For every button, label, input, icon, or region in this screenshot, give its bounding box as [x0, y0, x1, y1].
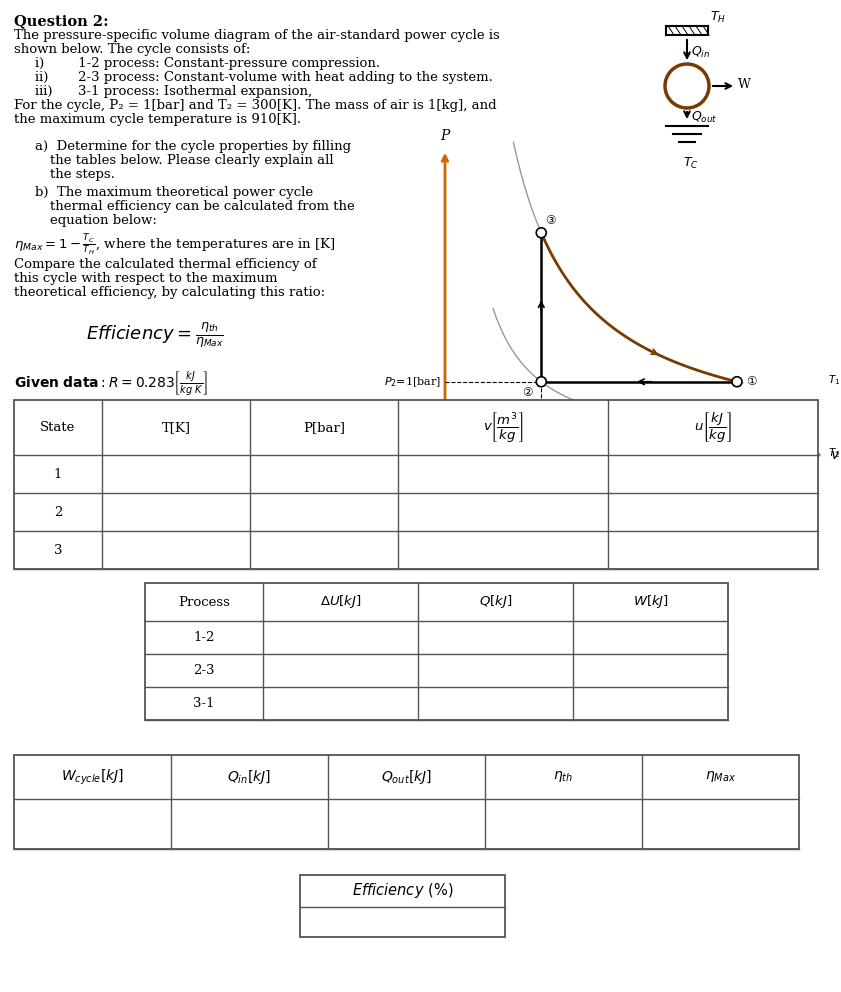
Text: $\eta_{Max} = 1 - \frac{T_C}{T_H}$, where the temperatures are in [K]: $\eta_{Max} = 1 - \frac{T_C}{T_H}$, wher… [14, 233, 336, 258]
Text: State: State [40, 421, 76, 434]
Text: $T_2$=300[K]: $T_2$=300[K] [828, 446, 841, 460]
Text: ②: ② [521, 386, 532, 399]
Text: $Q_{in}$: $Q_{in}$ [691, 45, 710, 60]
Text: $\eta_{Max}$: $\eta_{Max}$ [705, 770, 736, 785]
Text: T[K]: T[K] [161, 421, 191, 434]
Text: 1: 1 [54, 467, 62, 480]
Text: ii)       2-3 process: Constant-volume with heat adding to the system.: ii) 2-3 process: Constant-volume with he… [35, 71, 493, 84]
Text: $W_{cycle}[kJ]$: $W_{cycle}[kJ]$ [61, 768, 124, 787]
Text: $T_H$: $T_H$ [710, 10, 726, 25]
Text: $\mathit{Efficiency} = \frac{\eta_{th}}{\eta_{Max}}$: $\mathit{Efficiency} = \frac{\eta_{th}}{… [86, 320, 224, 349]
Text: iii)      3-1 process: Isothermal expansion,: iii) 3-1 process: Isothermal expansion, [35, 85, 312, 98]
Text: $P_2$=1[bar]: $P_2$=1[bar] [383, 375, 441, 389]
Text: Compare the calculated thermal efficiency of: Compare the calculated thermal efficienc… [14, 258, 316, 271]
Text: this cycle with respect to the maximum: this cycle with respect to the maximum [14, 272, 278, 285]
Text: $Q_{out}[kJ]$: $Q_{out}[kJ]$ [381, 768, 432, 786]
Text: P: P [441, 129, 450, 143]
Text: 2: 2 [54, 506, 62, 519]
Text: ①: ① [746, 375, 757, 388]
Text: the tables below. Please clearly explain all: the tables below. Please clearly explain… [50, 154, 334, 167]
Text: $\mathbf{Given\ data}$$: R = 0.283\left[\frac{kJ}{kg\ K}\right]$: $\mathbf{Given\ data}$$: R = 0.283\left[… [14, 370, 209, 398]
Text: 3: 3 [54, 544, 62, 557]
Text: ③: ③ [545, 214, 556, 227]
Text: equation below:: equation below: [50, 214, 157, 227]
Text: i)        1-2 process: Constant-pressure compression.: i) 1-2 process: Constant-pressure compre… [35, 57, 380, 70]
Text: the steps.: the steps. [50, 168, 115, 181]
Text: 2-3: 2-3 [193, 664, 214, 677]
Text: thermal efficiency can be calculated from the: thermal efficiency can be calculated fro… [50, 200, 355, 213]
Text: For the cycle, P₂ = 1[bar] and T₂ = 300[K]. The mass of air is 1[kg], and: For the cycle, P₂ = 1[bar] and T₂ = 300[… [14, 99, 497, 112]
Text: $\eta_{th}$: $\eta_{th}$ [553, 770, 574, 785]
Text: The pressure-specific volume diagram of the air-standard power cycle is: The pressure-specific volume diagram of … [14, 29, 500, 42]
Text: P[bar]: P[bar] [303, 421, 345, 434]
Text: shown below. The cycle consists of:: shown below. The cycle consists of: [14, 43, 251, 56]
Text: 1-2: 1-2 [193, 631, 214, 644]
Text: 3-1: 3-1 [193, 697, 214, 710]
Text: v: v [830, 448, 838, 462]
Text: Question 2:: Question 2: [14, 14, 108, 28]
Text: $Q[kJ]$: $Q[kJ]$ [479, 593, 512, 610]
Bar [14, 755, 799, 849]
Bar [145, 583, 728, 720]
Text: $T_C$: $T_C$ [683, 156, 699, 171]
Text: $v_2$: $v_2$ [535, 467, 548, 480]
Text: theoretical efficiency, by calculating this ratio:: theoretical efficiency, by calculating t… [14, 286, 325, 299]
Circle shape [537, 228, 547, 238]
Text: $Q_{out}$: $Q_{out}$ [691, 109, 717, 125]
Text: $\Delta U[kJ]$: $\Delta U[kJ]$ [320, 593, 362, 610]
Text: $W[kJ]$: $W[kJ]$ [632, 593, 669, 610]
Text: $u\left[\dfrac{kJ}{kg}\right]$: $u\left[\dfrac{kJ}{kg}\right]$ [694, 411, 732, 444]
Circle shape [732, 377, 742, 387]
Text: $\mathit{Efficiency}\ (\%)$: $\mathit{Efficiency}\ (\%)$ [352, 882, 453, 901]
Text: the maximum cycle temperature is 910[K].: the maximum cycle temperature is 910[K]. [14, 113, 301, 126]
Bar [14, 400, 818, 569]
Text: $v\left[\dfrac{m^3}{kg}\right]$: $v\left[\dfrac{m^3}{kg}\right]$ [483, 411, 523, 444]
Text: $Q_{in}[kJ]$: $Q_{in}[kJ]$ [227, 768, 272, 786]
Text: W: W [738, 77, 751, 90]
Text: Process: Process [178, 595, 230, 608]
Circle shape [665, 64, 709, 108]
Text: b)  The maximum theoretical power cycle: b) The maximum theoretical power cycle [35, 186, 313, 199]
Text: $T_1$=910[K]: $T_1$=910[K] [828, 373, 841, 387]
Text: a)  Determine for the cycle properties by filling: a) Determine for the cycle properties by… [35, 140, 352, 153]
Bar [300, 875, 505, 937]
Circle shape [537, 377, 547, 387]
